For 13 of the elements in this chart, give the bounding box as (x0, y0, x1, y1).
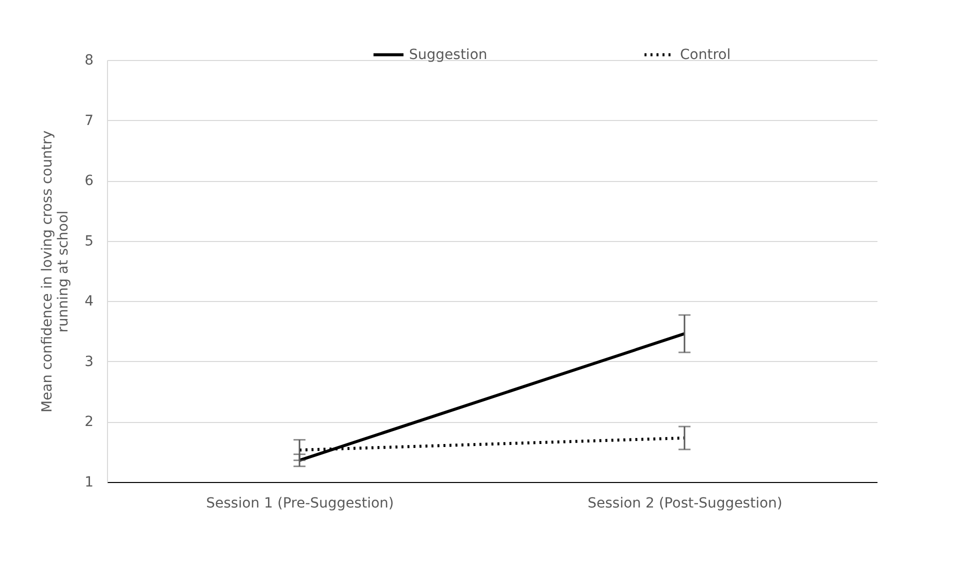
x-tick-label: Session 1 (Pre-Suggestion) (206, 496, 394, 512)
y-tick-label: 5 (84, 233, 94, 250)
y-tick-label: 8 (84, 52, 94, 68)
legend-label: Suggestion (409, 46, 488, 63)
y-tick-label: 1 (84, 474, 94, 490)
x-tick-label: Session 2 (Post-Suggestion) (588, 496, 782, 512)
y-tick-label: 2 (84, 414, 94, 430)
y-tick-label: 4 (84, 294, 94, 310)
legend-label: Control (680, 46, 731, 63)
y-tick-label: 7 (84, 112, 94, 129)
y-axis-title: Mean confidence in loving cross country running at school (40, 130, 72, 413)
y-tick-label: 3 (84, 354, 94, 370)
y-tick-label: 6 (84, 173, 94, 190)
